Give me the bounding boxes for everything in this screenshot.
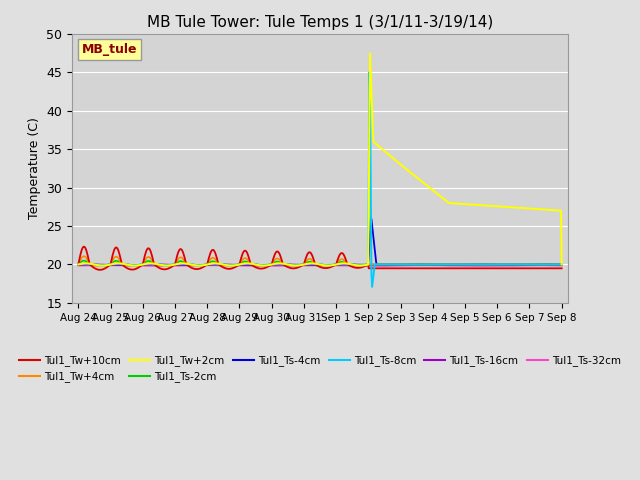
Tul1_Ts-4cm — [380, 262, 387, 267]
Y-axis label: Temperature (C): Temperature (C) — [28, 118, 40, 219]
Tul1_Ts-2cm — [209, 258, 216, 264]
Tul1_Tw+4cm — [558, 262, 566, 267]
Tul1_Tw+10cm — [80, 244, 88, 250]
Tul1_Tw+2cm — [208, 261, 216, 266]
Tul1_Ts-16cm — [184, 263, 191, 268]
Tul1_Ts-8cm — [368, 284, 376, 290]
Tul1_Tw+10cm — [380, 265, 387, 271]
Tul1_Tw+4cm — [394, 262, 401, 267]
Tul1_Ts-16cm — [83, 262, 91, 267]
Tul1_Ts-16cm — [74, 262, 82, 268]
Tul1_Tw+10cm — [134, 265, 142, 271]
Tul1_Ts-32cm — [558, 263, 566, 268]
Tul1_Ts-32cm — [394, 263, 401, 269]
Line: Tul1_Ts-16cm: Tul1_Ts-16cm — [78, 264, 562, 265]
Tul1_Ts-4cm — [558, 262, 566, 267]
Text: MB_tule: MB_tule — [82, 43, 138, 56]
Tul1_Tw+2cm — [74, 262, 82, 267]
Tul1_Tw+2cm — [134, 263, 141, 268]
Tul1_Tw+2cm — [99, 263, 106, 268]
Tul1_Ts-4cm — [83, 261, 91, 266]
Legend: Tul1_Tw+10cm, Tul1_Tw+4cm, Tul1_Tw+2cm, Tul1_Ts-2cm, Tul1_Ts-4cm, Tul1_Ts-8cm, T: Tul1_Tw+10cm, Tul1_Tw+4cm, Tul1_Tw+2cm, … — [15, 351, 625, 386]
Line: Tul1_Ts-32cm: Tul1_Ts-32cm — [78, 265, 562, 266]
Tul1_Ts-8cm — [394, 262, 401, 267]
Tul1_Ts-2cm — [558, 262, 566, 267]
Tul1_Ts-32cm — [83, 263, 91, 268]
Tul1_Ts-8cm — [83, 261, 91, 266]
Line: Tul1_Tw+2cm: Tul1_Tw+2cm — [78, 53, 562, 265]
Tul1_Ts-4cm — [394, 262, 401, 267]
Tul1_Tw+2cm — [558, 262, 566, 267]
Tul1_Tw+2cm — [366, 50, 374, 56]
Line: Tul1_Ts-2cm: Tul1_Ts-2cm — [78, 261, 562, 265]
Line: Tul1_Ts-4cm: Tul1_Ts-4cm — [78, 217, 562, 265]
Tul1_Tw+4cm — [84, 258, 92, 264]
Tul1_Tw+4cm — [134, 263, 142, 268]
Tul1_Ts-4cm — [99, 263, 106, 268]
Tul1_Ts-8cm — [133, 262, 141, 268]
Tul1_Ts-2cm — [184, 262, 191, 267]
Tul1_Ts-16cm — [394, 262, 401, 268]
Tul1_Ts-2cm — [84, 260, 92, 265]
Tul1_Ts-4cm — [208, 261, 216, 267]
Tul1_Tw+10cm — [209, 247, 216, 252]
Tul1_Tw+10cm — [394, 265, 401, 271]
Tul1_Ts-4cm — [74, 262, 82, 267]
Tul1_Ts-16cm — [123, 263, 131, 268]
Tul1_Tw+2cm — [394, 159, 401, 165]
Tul1_Ts-2cm — [96, 262, 104, 268]
Tul1_Ts-8cm — [182, 261, 189, 267]
Tul1_Tw+10cm — [74, 262, 82, 267]
Tul1_Tw+10cm — [558, 265, 566, 271]
Tul1_Ts-32cm — [209, 263, 216, 268]
Tul1_Ts-2cm — [134, 262, 142, 268]
Tul1_Tw+2cm — [83, 261, 91, 266]
Tul1_Ts-8cm — [558, 262, 566, 267]
Tul1_Tw+2cm — [182, 261, 190, 266]
Tul1_Ts-32cm — [155, 263, 163, 269]
Tul1_Ts-8cm — [74, 262, 82, 267]
Tul1_Tw+4cm — [96, 263, 104, 269]
Tul1_Ts-32cm — [134, 263, 141, 269]
Tul1_Ts-32cm — [101, 263, 109, 268]
Tul1_Tw+4cm — [74, 262, 82, 267]
Tul1_Ts-8cm — [207, 261, 215, 267]
Tul1_Ts-4cm — [182, 261, 190, 267]
Tul1_Ts-2cm — [80, 258, 88, 264]
Line: Tul1_Tw+4cm: Tul1_Tw+4cm — [78, 256, 562, 266]
Tul1_Ts-16cm — [558, 262, 566, 268]
Tul1_Tw+4cm — [80, 253, 88, 259]
Tul1_Tw+10cm — [96, 267, 104, 273]
Tul1_Ts-32cm — [380, 263, 387, 269]
Tul1_Ts-16cm — [380, 263, 387, 268]
Tul1_Ts-2cm — [380, 262, 387, 267]
Tul1_Ts-4cm — [134, 262, 141, 268]
Line: Tul1_Ts-8cm: Tul1_Ts-8cm — [78, 72, 562, 287]
Title: MB Tule Tower: Tule Temps 1 (3/1/11-3/19/14): MB Tule Tower: Tule Temps 1 (3/1/11-3/19… — [147, 15, 493, 30]
Tul1_Ts-2cm — [74, 262, 82, 267]
Tul1_Tw+4cm — [380, 262, 387, 267]
Tul1_Ts-16cm — [91, 262, 99, 267]
Line: Tul1_Tw+10cm: Tul1_Tw+10cm — [78, 247, 562, 270]
Tul1_Ts-2cm — [394, 262, 401, 267]
Tul1_Ts-4cm — [367, 215, 374, 220]
Tul1_Ts-8cm — [365, 69, 373, 75]
Tul1_Ts-8cm — [380, 262, 387, 267]
Tul1_Ts-16cm — [209, 262, 216, 267]
Tul1_Tw+4cm — [184, 262, 191, 267]
Tul1_Ts-32cm — [184, 263, 191, 268]
Tul1_Tw+4cm — [209, 255, 216, 261]
Tul1_Tw+2cm — [380, 147, 387, 153]
Tul1_Tw+10cm — [84, 253, 92, 259]
Tul1_Tw+10cm — [184, 262, 191, 268]
Tul1_Ts-32cm — [74, 263, 82, 268]
Tul1_Ts-16cm — [134, 262, 142, 268]
